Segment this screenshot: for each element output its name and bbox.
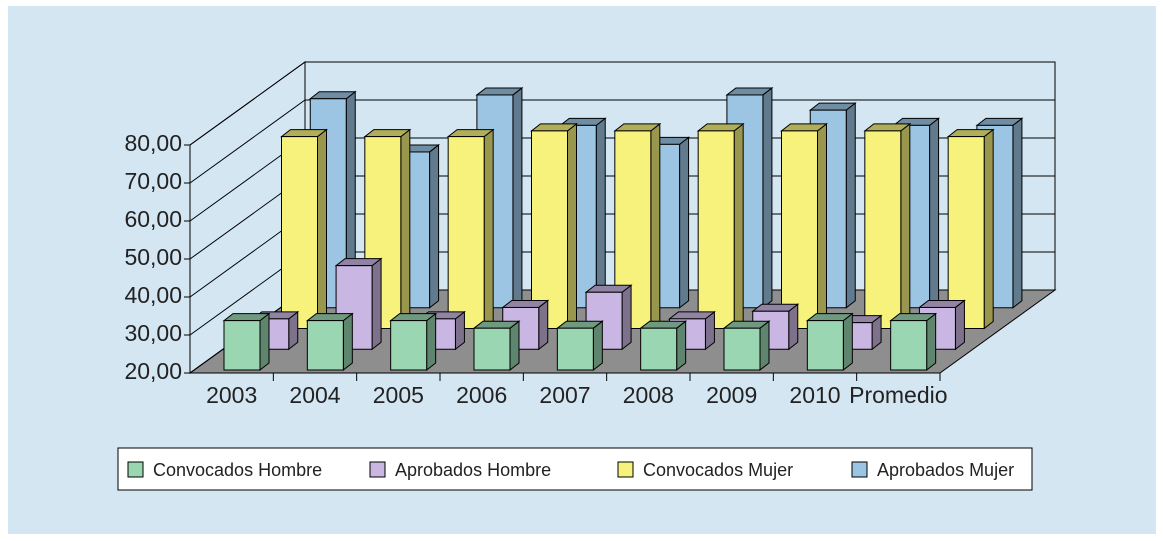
bar-side — [595, 117, 606, 309]
x-tick-label: 2008 — [623, 382, 674, 408]
bar-side — [845, 102, 856, 309]
legend-swatch — [127, 461, 144, 478]
bar-side — [483, 128, 494, 330]
bar-front — [306, 320, 344, 371]
y-tick-label: 50,00 — [124, 244, 182, 270]
legend — [117, 447, 1033, 491]
legend-swatch — [369, 461, 386, 478]
bar-side — [259, 312, 270, 372]
bar — [805, 312, 854, 372]
legend-label: Convocados Hombre — [153, 460, 322, 480]
legend-swatch — [851, 461, 868, 478]
bar-side — [371, 257, 382, 351]
bar — [555, 320, 604, 372]
bar — [305, 312, 354, 372]
bar — [863, 122, 912, 330]
bar-side — [426, 312, 437, 372]
bar-side — [567, 122, 577, 330]
bar-side — [621, 284, 632, 351]
bar-side — [650, 122, 661, 330]
x-tick-label: 2004 — [289, 382, 340, 408]
x-tick-label: 2010 — [789, 382, 840, 408]
y-tick-label: 60,00 — [124, 206, 182, 232]
grid-line — [189, 61, 1055, 146]
bar-side — [983, 128, 994, 330]
x-tick-label: 2007 — [539, 382, 590, 408]
bar-front — [531, 130, 568, 329]
x-tick-label: 2005 — [373, 382, 424, 408]
bar-side — [400, 128, 411, 330]
bar — [889, 312, 938, 372]
legend-label: Aprobados Hombre — [395, 460, 551, 480]
x-tick-label: 2006 — [456, 382, 507, 408]
bar — [530, 122, 578, 330]
bar-side — [592, 320, 603, 372]
bar-side — [788, 303, 799, 351]
bar-front — [890, 320, 928, 371]
legend-label: Convocados Mujer — [643, 460, 793, 480]
bar — [222, 312, 271, 372]
bar — [946, 128, 995, 330]
bar-side — [509, 320, 520, 372]
legend-label: Aprobados Mujer — [877, 460, 1014, 480]
bar-side — [429, 143, 440, 309]
bar — [280, 128, 328, 330]
bar-side — [842, 312, 853, 372]
bar-side — [929, 117, 940, 309]
bar-front — [640, 327, 678, 371]
y-tick-label: 70,00 — [124, 168, 182, 194]
bar — [363, 128, 412, 330]
bar-side — [512, 86, 523, 309]
bar-front — [556, 327, 594, 371]
y-tick-label: 80,00 — [124, 130, 182, 156]
bar-front — [447, 136, 485, 329]
bar-front — [864, 130, 902, 329]
bar-side — [926, 312, 937, 372]
bar-side — [538, 299, 549, 351]
bar-front — [697, 130, 735, 329]
bar-front — [723, 327, 761, 371]
bar-side — [954, 299, 965, 351]
bar-front — [806, 320, 844, 371]
bar-side — [759, 320, 770, 372]
bar — [780, 122, 828, 330]
bar-side — [900, 122, 911, 330]
x-tick-label: 2009 — [706, 382, 757, 408]
bar-side — [1012, 117, 1023, 309]
bar — [389, 312, 438, 372]
grid-line — [189, 99, 1055, 184]
bar-front — [281, 136, 318, 329]
bar-front — [223, 320, 261, 371]
bar — [639, 320, 688, 372]
legend-swatch — [617, 461, 634, 478]
bar-side — [733, 122, 744, 330]
y-tick-label: 40,00 — [124, 282, 182, 308]
bar-front — [473, 327, 511, 371]
bar-side — [317, 128, 327, 330]
x-tick-label: 2003 — [206, 382, 257, 408]
y-tick-label: 20,00 — [124, 358, 182, 384]
bar-front — [781, 130, 818, 329]
bar-front — [390, 320, 428, 371]
bar — [472, 320, 521, 372]
bar — [722, 320, 771, 372]
x-tick-label: Promedio — [849, 382, 947, 408]
bar-side — [342, 312, 353, 372]
bar-side — [676, 320, 687, 372]
bar-side — [817, 122, 827, 330]
y-tick-label: 30,00 — [124, 320, 182, 346]
bar — [446, 128, 495, 330]
bar-side — [679, 136, 690, 309]
bar — [696, 122, 745, 330]
bar-side — [762, 86, 773, 309]
bar-front — [947, 136, 985, 329]
